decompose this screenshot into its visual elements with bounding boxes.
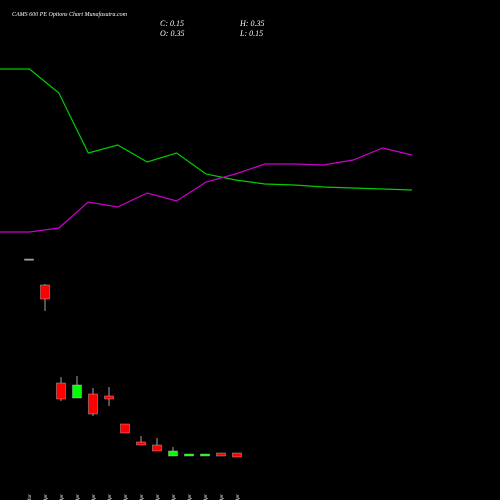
- x-tick-label: 11 Apr: [108, 494, 113, 500]
- candle-body: [120, 423, 130, 434]
- candle-body: [184, 453, 194, 457]
- x-tick-label: 24 Apr: [236, 494, 241, 500]
- info-close: C: 0.15: [160, 19, 184, 28]
- candle-body: [104, 395, 114, 400]
- line: [0, 147, 413, 233]
- x-tick-label: 23 Apr: [220, 494, 225, 500]
- candle-body: [216, 452, 226, 457]
- candle-body: [72, 384, 82, 399]
- line: [0, 68, 413, 191]
- candle-body: [152, 444, 162, 452]
- x-tick-label: 20 Apr: [172, 494, 177, 500]
- x-tick-label: 16 Apr: [140, 494, 145, 500]
- info-high: H: 0.35: [239, 19, 264, 28]
- x-tick-label: 25 Mar: [28, 494, 33, 500]
- info-open: O: 0.35: [160, 29, 184, 38]
- x-tick-label: 21 Apr: [188, 494, 193, 500]
- candle-body: [200, 453, 210, 457]
- info-low: L: 0.15: [239, 29, 263, 38]
- candle-body: [136, 441, 146, 446]
- candle-body: [168, 450, 178, 457]
- candle-body: [88, 393, 98, 415]
- candle-body: [56, 382, 66, 400]
- candle-body: [40, 284, 50, 300]
- x-tick-label: 22 Apr: [204, 494, 209, 500]
- candle-body: [232, 452, 242, 458]
- x-tick-label: 10 Apr: [92, 494, 97, 500]
- chart-title: CAMS 600 PE Options Chart Munafasutra.co…: [12, 11, 128, 18]
- x-tick-label: 08 Apr: [60, 494, 65, 500]
- x-tick-label: 09 Apr: [76, 494, 81, 500]
- candle-body: [24, 258, 34, 261]
- x-tick-label: 17 Apr: [156, 494, 161, 500]
- x-tick-label: 07 Apr: [44, 494, 49, 500]
- x-tick-label: 15 Apr: [124, 494, 129, 500]
